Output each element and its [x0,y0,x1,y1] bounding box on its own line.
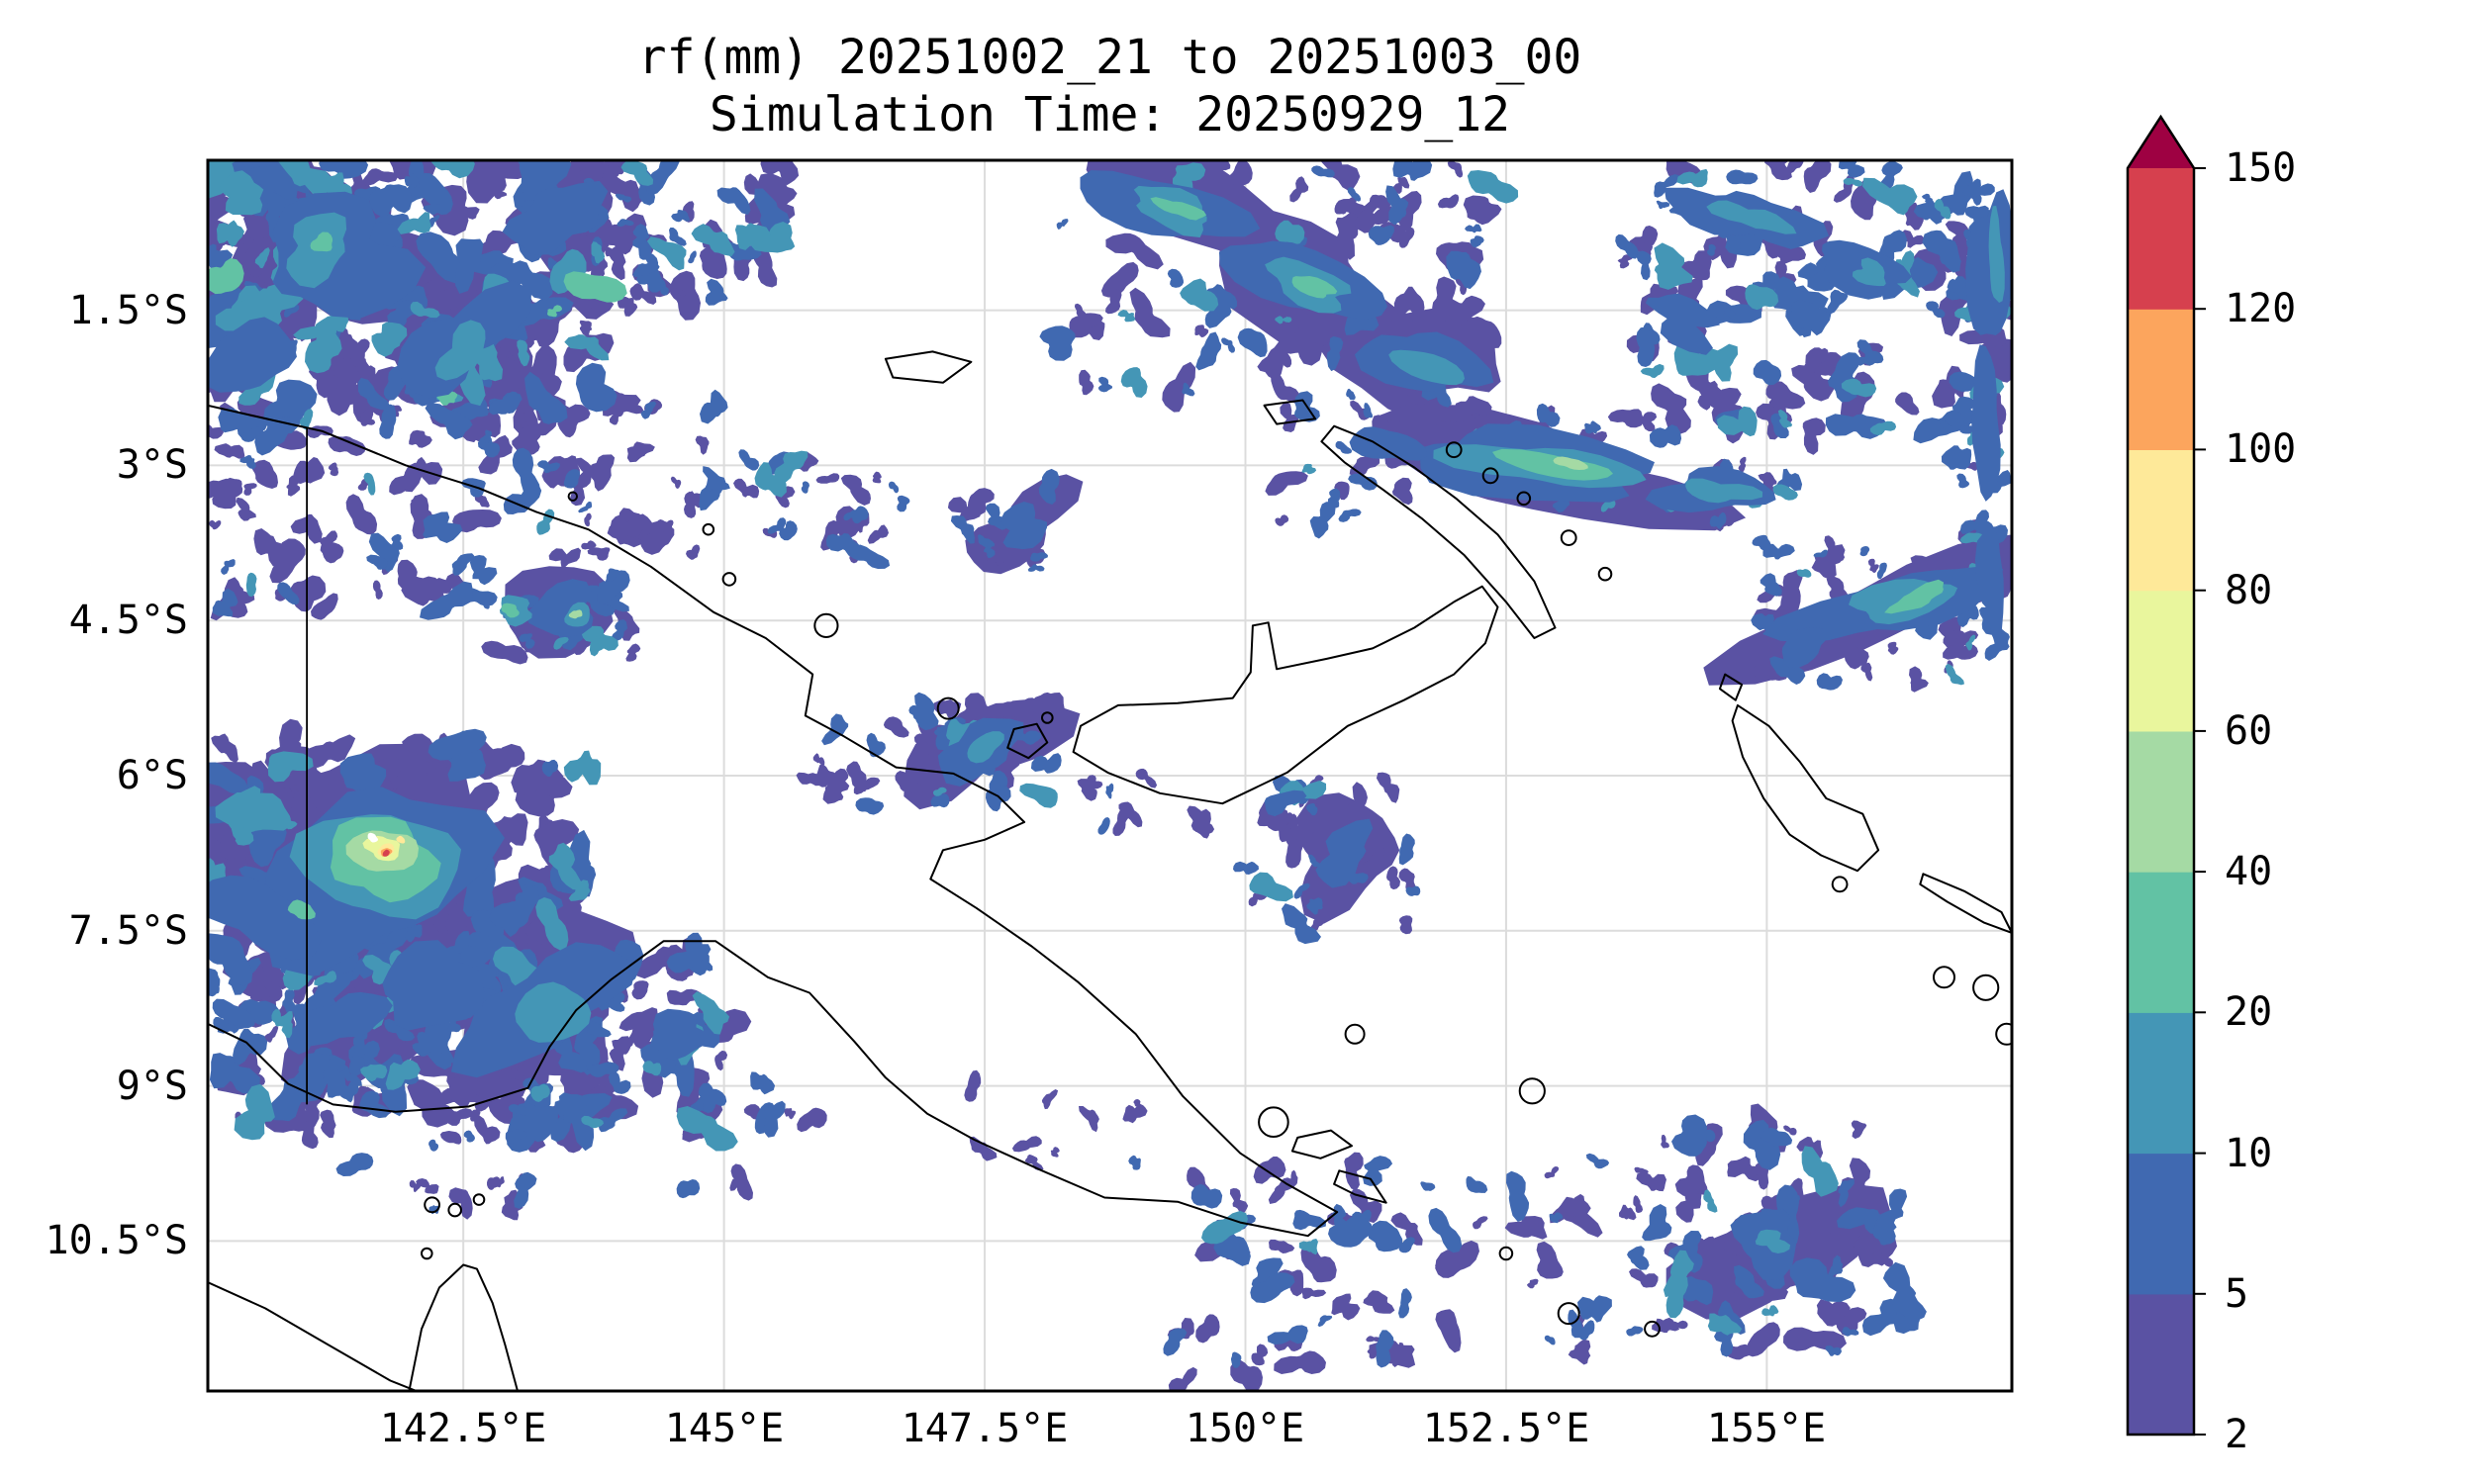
y-tick-label: 4.5°S [68,598,188,643]
x-tick-label: 152.5°E [1422,1406,1590,1451]
colorbar [2126,114,2206,1437]
colorbar-tick-label: 120 [2225,286,2297,331]
colorbar-tick-label: 80 [2225,568,2273,613]
colorbar-tick-label: 100 [2225,426,2297,472]
y-tick-label: 7.5°S [68,908,188,954]
colorbar-tick-label: 40 [2225,849,2273,894]
plot-frame [206,158,2014,1393]
colorbar-tick-label: 20 [2225,989,2273,1035]
colorbar-tick-label: 150 [2225,145,2297,191]
x-tick-label: 145°E [664,1406,785,1451]
colorbar-tick-label: 10 [2225,1131,2273,1176]
x-tick-label: 142.5°E [379,1406,547,1451]
coastlines [208,350,2012,1391]
colorbar-tick-label: 60 [2225,708,2273,754]
colorbar-extend-arrow [2128,117,2194,168]
x-tick-label: 150°E [1185,1406,1305,1451]
y-tick-label: 3°S [116,442,188,488]
y-tick-label: 1.5°S [68,288,188,333]
rain-field [208,160,2012,1391]
x-tick-label: 147.5°E [901,1406,1069,1451]
chart-subtitle: Simulation Time: 20250929_12 [709,87,1511,142]
colorbar-tick-label: 2 [2225,1412,2249,1457]
colorbar-outline [2126,114,2196,1437]
y-tick-label: 10.5°S [45,1218,189,1263]
x-tick-label: 155°E [1706,1406,1827,1451]
chart-title: rf(mm) 20251002_21 to 20251003_00 [637,30,1582,85]
y-tick-label: 6°S [116,753,188,798]
y-tick-label: 9°S [116,1064,188,1109]
colorbar-tick-label: 5 [2225,1271,2249,1317]
